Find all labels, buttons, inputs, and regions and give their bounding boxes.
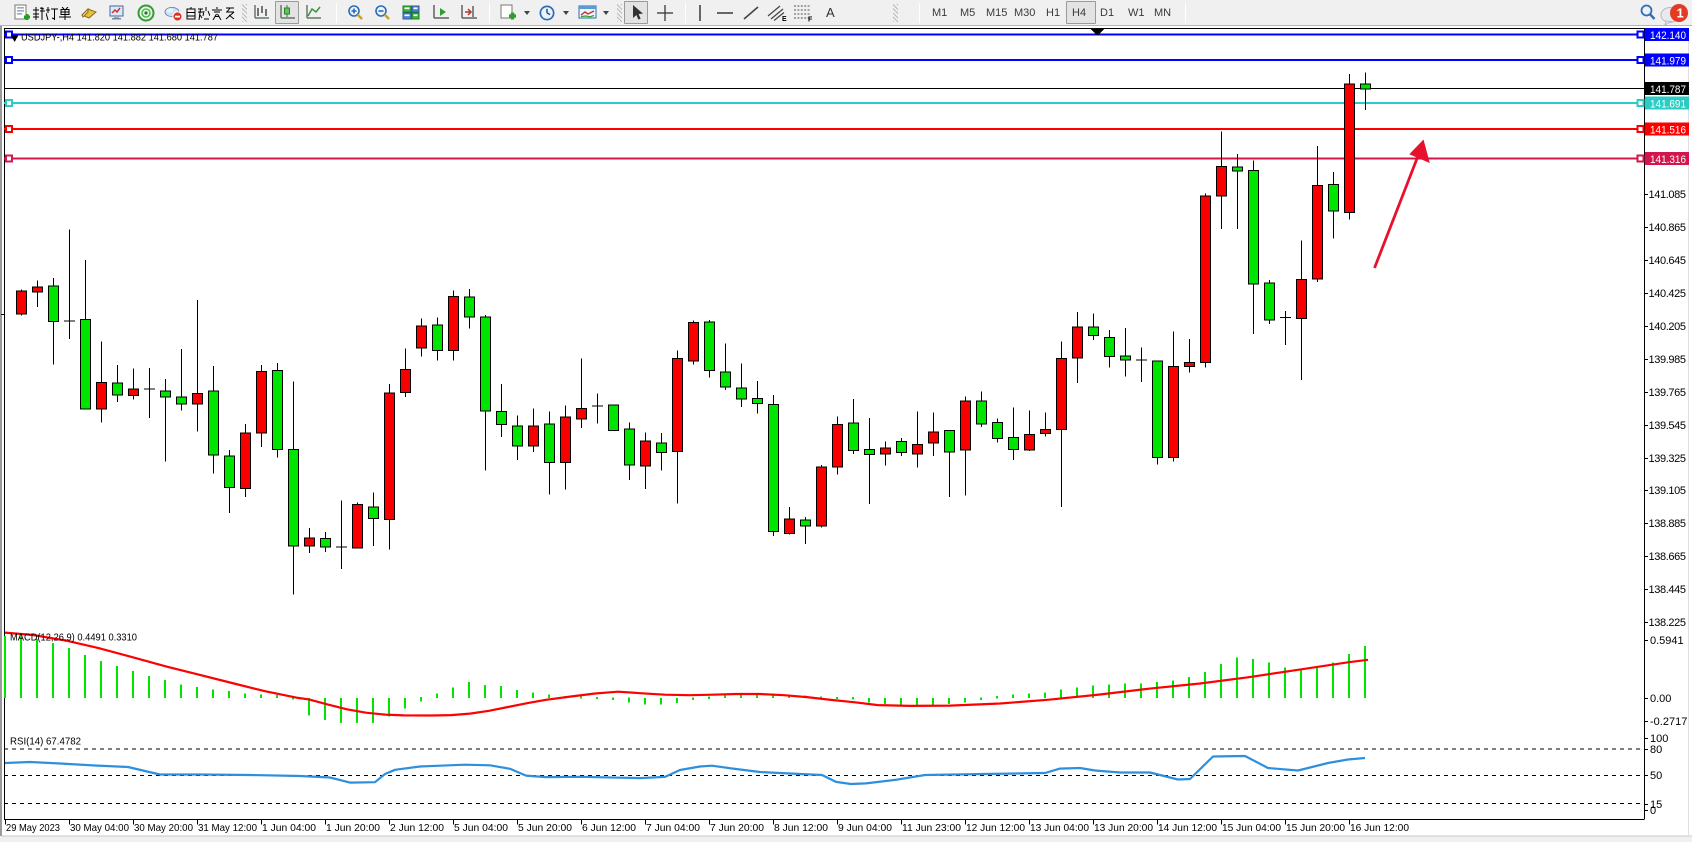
svg-text:12 Jun 12:00: 12 Jun 12:00 <box>966 822 1025 834</box>
svg-text:5 Jun 04:00: 5 Jun 04:00 <box>454 822 508 834</box>
svg-text:139.545: 139.545 <box>1649 420 1687 432</box>
svg-text:MACD(12,26,9) 0.4491 0.3310: MACD(12,26,9) 0.4491 0.3310 <box>10 632 137 644</box>
svg-text:15: 15 <box>1650 799 1662 811</box>
svg-text:140.645: 140.645 <box>1649 255 1687 267</box>
svg-text:6 Jun 12:00: 6 Jun 12:00 <box>582 822 636 834</box>
svg-text:RSI(14) 67.4782: RSI(14) 67.4782 <box>10 736 81 748</box>
svg-text:16 Jun 12:00: 16 Jun 12:00 <box>1350 822 1409 834</box>
svg-text:11 Jun 23:00: 11 Jun 23:00 <box>902 822 961 834</box>
svg-text:0.5941: 0.5941 <box>1650 635 1684 647</box>
svg-text:138.225: 138.225 <box>1649 617 1687 629</box>
svg-text:138.665: 138.665 <box>1649 551 1687 563</box>
svg-text:5 Jun 20:00: 5 Jun 20:00 <box>518 822 572 834</box>
svg-text:140.425: 140.425 <box>1649 288 1687 300</box>
svg-text:100: 100 <box>1650 733 1668 745</box>
svg-text:138.445: 138.445 <box>1649 584 1687 596</box>
svg-text:E: E <box>782 16 787 22</box>
svg-text:140.205: 140.205 <box>1649 321 1687 333</box>
svg-text:31 May 12:00: 31 May 12:00 <box>198 822 257 834</box>
svg-text:1: 1 <box>1677 6 1684 21</box>
svg-text:138.885: 138.885 <box>1649 518 1687 530</box>
svg-text:139.765: 139.765 <box>1649 387 1687 399</box>
svg-text:141.316: 141.316 <box>1650 154 1686 166</box>
svg-text:0: 0 <box>1650 805 1656 817</box>
svg-text:29 May 2023: 29 May 2023 <box>6 822 60 834</box>
svg-text:141.979: 141.979 <box>1650 56 1686 68</box>
svg-text:141.787: 141.787 <box>1650 84 1686 96</box>
svg-text:2 Jun 12:00: 2 Jun 12:00 <box>390 822 444 834</box>
svg-text:141.691: 141.691 <box>1650 99 1686 111</box>
svg-text:USDJPY-,H4 141.820 141.882 14: USDJPY-,H4 141.820 141.882 141.680 141.7… <box>21 32 218 44</box>
svg-text:14 Jun 12:00: 14 Jun 12:00 <box>1158 822 1217 834</box>
svg-text:0.00: 0.00 <box>1650 693 1671 705</box>
svg-text:1 Jun 20:00: 1 Jun 20:00 <box>326 822 380 834</box>
svg-text:15 Jun 04:00: 15 Jun 04:00 <box>1222 822 1281 834</box>
svg-text:30 May 20:00: 30 May 20:00 <box>134 822 193 834</box>
svg-text:141.516: 141.516 <box>1650 125 1686 137</box>
svg-text:7 Jun 04:00: 7 Jun 04:00 <box>646 822 700 834</box>
svg-text:15 Jun 20:00: 15 Jun 20:00 <box>1286 822 1345 834</box>
svg-text:50: 50 <box>1650 770 1662 782</box>
svg-text:13 Jun 04:00: 13 Jun 04:00 <box>1030 822 1089 834</box>
svg-text:7 Jun 20:00: 7 Jun 20:00 <box>710 822 764 834</box>
svg-text:142.140: 142.140 <box>1650 30 1686 42</box>
svg-text:8 Jun 12:00: 8 Jun 12:00 <box>774 822 828 834</box>
svg-text:139.985: 139.985 <box>1649 354 1687 366</box>
svg-text:F: F <box>808 17 813 23</box>
svg-text:30 May 04:00: 30 May 04:00 <box>70 822 129 834</box>
svg-text:140.865: 140.865 <box>1649 222 1687 234</box>
svg-text:13 Jun 20:00: 13 Jun 20:00 <box>1094 822 1153 834</box>
svg-text:1 Jun 04:00: 1 Jun 04:00 <box>262 822 316 834</box>
svg-text:80: 80 <box>1650 744 1662 756</box>
svg-text:139.105: 139.105 <box>1649 485 1687 497</box>
svg-text:139.325: 139.325 <box>1649 453 1687 465</box>
svg-text:141.085: 141.085 <box>1649 189 1687 201</box>
svg-text:-0.2717: -0.2717 <box>1650 716 1687 728</box>
svg-text:9 Jun 04:00: 9 Jun 04:00 <box>838 822 892 834</box>
